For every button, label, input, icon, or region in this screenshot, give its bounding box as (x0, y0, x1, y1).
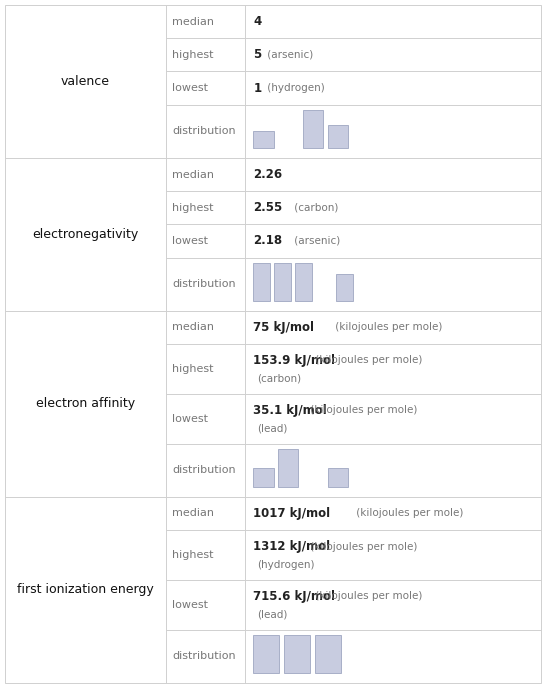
Text: highest: highest (172, 203, 213, 213)
Bar (316, 635, 341, 674)
Text: first ionization energy: first ionization energy (17, 583, 154, 596)
Text: median: median (172, 323, 214, 332)
Text: highest: highest (172, 50, 213, 60)
Bar (253, 468, 274, 487)
Text: (lead): (lead) (257, 424, 288, 433)
Text: distribution: distribution (172, 279, 236, 289)
Text: valence: valence (61, 75, 110, 88)
Text: (kilojoules per mole): (kilojoules per mole) (307, 541, 418, 552)
Text: (kilojoules per mole): (kilojoules per mole) (312, 356, 423, 365)
Text: 2.55: 2.55 (253, 201, 282, 214)
Text: (kilojoules per mole): (kilojoules per mole) (312, 592, 423, 601)
Text: median: median (172, 508, 214, 519)
Text: 2.18: 2.18 (253, 235, 282, 248)
Text: 35.1 kJ/mol: 35.1 kJ/mol (253, 404, 327, 417)
Bar (253, 263, 270, 301)
Text: (kilojoules per mole): (kilojoules per mole) (307, 405, 418, 416)
Text: lowest: lowest (172, 600, 208, 610)
Text: 1: 1 (253, 82, 262, 94)
Text: lowest: lowest (172, 413, 208, 424)
Text: 1017 kJ/mol: 1017 kJ/mol (253, 507, 330, 520)
Text: (carbon): (carbon) (291, 203, 339, 213)
Bar (328, 468, 348, 487)
Bar (303, 110, 323, 149)
Text: 1312 kJ/mol: 1312 kJ/mol (253, 540, 330, 553)
Text: (arsenic): (arsenic) (291, 236, 340, 246)
Text: 75 kJ/mol: 75 kJ/mol (253, 321, 314, 334)
Bar (328, 125, 348, 149)
Bar (278, 449, 299, 487)
Bar (274, 263, 291, 301)
Text: (arsenic): (arsenic) (264, 50, 313, 60)
Bar (336, 275, 353, 301)
Bar (253, 635, 278, 674)
Bar (253, 131, 274, 149)
Text: distribution: distribution (172, 652, 236, 661)
Text: (lead): (lead) (257, 610, 288, 620)
Text: 715.6 kJ/mol: 715.6 kJ/mol (253, 590, 335, 603)
Text: (hydrogen): (hydrogen) (257, 560, 314, 570)
Text: lowest: lowest (172, 83, 208, 93)
Text: lowest: lowest (172, 236, 208, 246)
Text: highest: highest (172, 364, 213, 374)
Bar (295, 263, 312, 301)
Text: median: median (172, 169, 214, 180)
Text: electron affinity: electron affinity (36, 398, 135, 410)
Text: electronegativity: electronegativity (32, 228, 139, 241)
Text: highest: highest (172, 550, 213, 560)
Text: distribution: distribution (172, 127, 236, 136)
Text: 5: 5 (253, 48, 262, 61)
Text: (carbon): (carbon) (257, 374, 301, 384)
Text: (hydrogen): (hydrogen) (264, 83, 324, 93)
Text: 4: 4 (253, 15, 262, 28)
Text: median: median (172, 17, 214, 27)
Bar (284, 635, 310, 674)
Text: (kilojoules per mole): (kilojoules per mole) (353, 508, 463, 519)
Text: distribution: distribution (172, 465, 236, 475)
Text: 153.9 kJ/mol: 153.9 kJ/mol (253, 354, 335, 367)
Text: 2.26: 2.26 (253, 168, 282, 181)
Text: (kilojoules per mole): (kilojoules per mole) (332, 323, 442, 332)
